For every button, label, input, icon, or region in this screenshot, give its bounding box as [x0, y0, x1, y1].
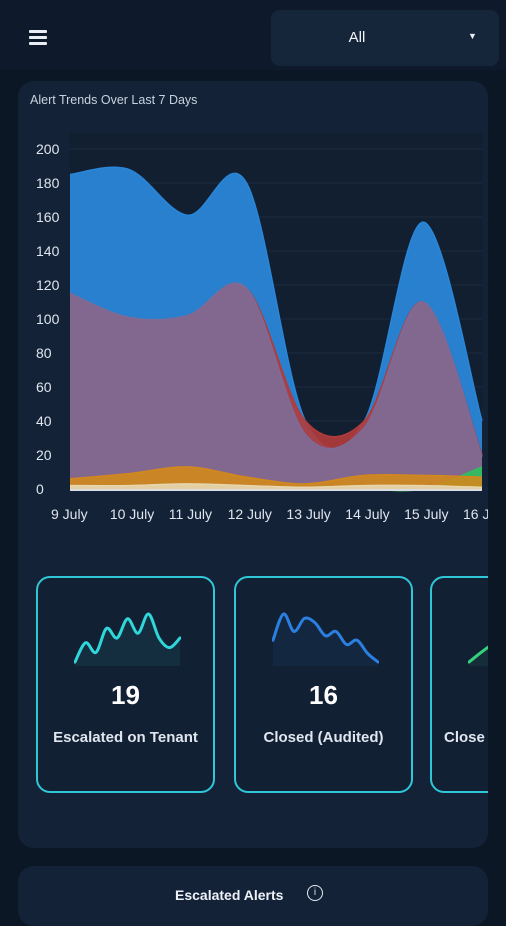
chart-y-tick-label: 0 — [36, 481, 44, 497]
chart-y-tick-label: 200 — [36, 141, 60, 157]
caret-down-icon: ▼ — [468, 31, 477, 41]
hamburger-menu-icon[interactable] — [26, 28, 52, 48]
chart-y-tick-label: 80 — [36, 345, 52, 361]
chart-y-tick-label: 160 — [36, 209, 60, 225]
stat-value: 16 — [309, 680, 338, 710]
chart-series-area — [70, 283, 482, 489]
sparkline-line — [272, 612, 379, 664]
sparkline-icon — [272, 612, 379, 666]
chart-x-tick-label: 15 July — [404, 506, 448, 522]
sparkline-fill — [75, 613, 180, 666]
filter-dropdown[interactable]: All ▼ — [271, 10, 499, 66]
chart-y-tick-label: 60 — [36, 379, 52, 395]
escalated-alerts-title: Escalated Alerts — [175, 887, 284, 903]
chart-x-tick-label: 12 July — [228, 506, 272, 522]
chart-series-line — [69, 166, 483, 450]
stat-value: 19 — [111, 680, 140, 710]
sparkline-line — [74, 612, 181, 664]
chart-series-line — [69, 282, 483, 457]
chart-series-line — [69, 483, 483, 489]
chart-x-tick-label: 14 July — [345, 506, 389, 522]
info-icon[interactable]: i — [307, 885, 323, 901]
chart-x-tick-label: 11 July — [169, 506, 212, 522]
filter-selected-value: All — [348, 29, 366, 46]
chart-x-tick-label: 9 July — [51, 506, 88, 522]
alert-trends-card: Alert Trends Over Last 7 Days 200 180 160 1… — [18, 81, 488, 848]
chart-x-tick-label: 13 July — [286, 506, 330, 522]
stat-card-escalated-on-tenant[interactable]: 19 Escalated on Tenant — [36, 576, 215, 793]
chart-y-tick-label: 100 — [36, 311, 60, 327]
stat-card-closed[interactable]: Close — [430, 576, 488, 793]
stat-card-closed-audited[interactable]: 16 Closed (Audited) — [234, 576, 413, 793]
escalated-alerts-card: Escalated Alerts i — [18, 866, 488, 926]
chart-series-area — [70, 483, 482, 489]
chart-title: Alert Trends Over Last 7 Days — [30, 93, 198, 107]
chart-y-tick-label: 140 — [36, 243, 60, 259]
chart-series-line — [69, 466, 483, 485]
sparkline-icon — [74, 612, 181, 666]
chart-y-tick-label: 120 — [36, 277, 60, 293]
stat-label: Closed (Audited) — [263, 729, 384, 746]
chart-y-tick-label: 20 — [36, 447, 52, 463]
chart-x-tick-label: 10 July — [110, 506, 154, 522]
top-bar: All ▼ — [0, 0, 506, 70]
stat-label: Close — [444, 729, 485, 746]
chart-x-tick-label: 16 July — [463, 506, 488, 522]
sparkline-icon — [468, 645, 488, 666]
chart-y-tick-label: 40 — [36, 413, 52, 429]
chart-y-tick-label: 180 — [36, 175, 60, 191]
stat-label: Escalated on Tenant — [53, 729, 198, 746]
